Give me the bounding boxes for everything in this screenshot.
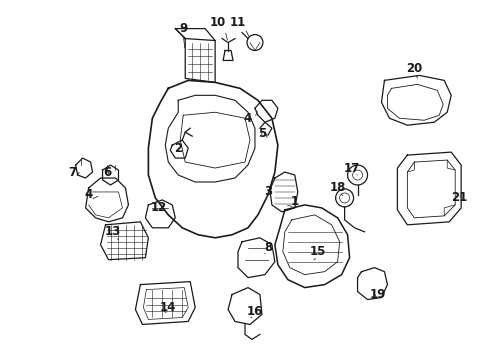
Text: 2: 2 [174, 141, 182, 155]
Text: 12: 12 [150, 201, 167, 215]
Text: 21: 21 [451, 192, 467, 204]
Text: 8: 8 [264, 241, 272, 254]
Text: 18: 18 [329, 181, 346, 194]
Text: 19: 19 [369, 288, 386, 301]
Text: 4: 4 [244, 112, 252, 125]
Text: 11: 11 [230, 16, 246, 29]
Text: 5: 5 [258, 127, 266, 140]
Text: 15: 15 [310, 245, 326, 258]
Text: 6: 6 [103, 166, 112, 179]
Text: 10: 10 [210, 16, 226, 29]
Text: 14: 14 [160, 301, 176, 314]
Text: 9: 9 [179, 22, 187, 35]
Text: 20: 20 [406, 62, 422, 75]
Text: 3: 3 [264, 185, 272, 198]
Text: 4: 4 [84, 188, 93, 202]
Text: 16: 16 [247, 305, 263, 318]
Text: 1: 1 [291, 195, 299, 208]
Text: 13: 13 [104, 225, 121, 238]
Text: 7: 7 [69, 166, 77, 179]
Text: 17: 17 [343, 162, 360, 175]
